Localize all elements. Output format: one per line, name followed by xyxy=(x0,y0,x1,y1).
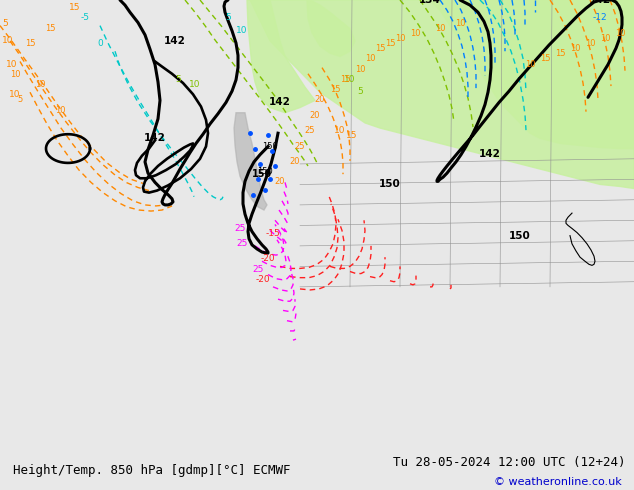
Text: 10: 10 xyxy=(190,80,201,89)
Text: © weatheronline.co.uk: © weatheronline.co.uk xyxy=(494,477,621,487)
Text: -20: -20 xyxy=(256,275,270,284)
Text: 150: 150 xyxy=(257,167,273,176)
Text: 10: 10 xyxy=(10,90,21,99)
Polygon shape xyxy=(234,113,267,210)
Text: 10: 10 xyxy=(334,126,346,135)
Text: 10: 10 xyxy=(600,34,611,43)
Polygon shape xyxy=(430,0,634,148)
Text: 134: 134 xyxy=(419,0,441,5)
Text: 25: 25 xyxy=(305,126,315,135)
Text: Tu 28-05-2024 12:00 UTC (12+24): Tu 28-05-2024 12:00 UTC (12+24) xyxy=(393,456,626,469)
Text: 10: 10 xyxy=(585,39,595,48)
Text: -12: -12 xyxy=(593,14,607,23)
Text: 25: 25 xyxy=(236,239,248,248)
Text: 5: 5 xyxy=(357,87,363,96)
Text: 142: 142 xyxy=(144,133,166,143)
Text: 15: 15 xyxy=(340,75,350,84)
Text: 10: 10 xyxy=(615,29,625,38)
Text: 10: 10 xyxy=(344,75,356,84)
Text: 5: 5 xyxy=(17,96,23,104)
Text: -5: -5 xyxy=(496,0,505,2)
Text: 10: 10 xyxy=(410,29,420,38)
Text: 10: 10 xyxy=(455,19,465,27)
Text: 10: 10 xyxy=(10,70,20,79)
Text: 15: 15 xyxy=(346,131,358,140)
Text: 15: 15 xyxy=(69,3,81,12)
Text: 142: 142 xyxy=(164,36,186,46)
Text: 150: 150 xyxy=(509,231,531,241)
Text: 10: 10 xyxy=(525,60,535,69)
Text: 15: 15 xyxy=(385,39,395,48)
Text: 15: 15 xyxy=(540,54,550,64)
Text: -5: -5 xyxy=(444,0,453,2)
Text: 10: 10 xyxy=(365,54,375,64)
Text: 20: 20 xyxy=(75,0,85,2)
Text: 10: 10 xyxy=(435,24,445,33)
Text: 10: 10 xyxy=(55,106,65,115)
Text: 25: 25 xyxy=(235,223,246,233)
Text: 5: 5 xyxy=(2,19,8,27)
Text: 10: 10 xyxy=(3,36,14,45)
Text: 150: 150 xyxy=(379,179,401,190)
Text: -20: -20 xyxy=(261,254,275,263)
Text: -5: -5 xyxy=(81,14,89,23)
Text: Height/Temp. 850 hPa [gdmp][°C] ECMWF: Height/Temp. 850 hPa [gdmp][°C] ECMWF xyxy=(13,464,290,477)
Text: 142: 142 xyxy=(589,0,611,5)
Text: 10: 10 xyxy=(355,65,365,74)
Text: 20: 20 xyxy=(310,111,320,120)
Polygon shape xyxy=(307,0,355,56)
Text: -10: -10 xyxy=(472,0,488,2)
Polygon shape xyxy=(247,0,315,113)
Text: 15: 15 xyxy=(330,85,340,94)
Text: 15: 15 xyxy=(25,39,36,48)
Text: 10: 10 xyxy=(570,44,580,53)
Text: 15: 15 xyxy=(555,49,566,58)
Text: 10: 10 xyxy=(395,34,405,43)
Text: 10: 10 xyxy=(236,26,248,35)
Text: 142: 142 xyxy=(479,148,501,159)
Text: 20: 20 xyxy=(290,157,301,166)
Text: 15: 15 xyxy=(55,0,66,2)
Text: 0: 0 xyxy=(462,0,468,2)
Text: 20: 20 xyxy=(275,177,285,186)
Text: 10: 10 xyxy=(35,80,45,89)
Text: 10: 10 xyxy=(6,60,18,69)
Text: 25: 25 xyxy=(252,265,264,273)
Text: 20: 20 xyxy=(60,0,70,2)
Text: 5: 5 xyxy=(175,75,181,84)
Text: 5: 5 xyxy=(225,14,231,23)
Text: -10: -10 xyxy=(425,0,439,2)
Text: 20: 20 xyxy=(314,96,325,104)
Text: 150: 150 xyxy=(262,142,278,150)
Text: 142: 142 xyxy=(269,98,291,107)
Text: 25: 25 xyxy=(295,142,305,150)
Text: -15: -15 xyxy=(266,229,280,238)
Text: 15: 15 xyxy=(375,44,385,53)
Text: 0: 0 xyxy=(97,39,103,48)
Text: 150: 150 xyxy=(252,169,272,179)
Polygon shape xyxy=(250,0,634,189)
Text: 15: 15 xyxy=(45,24,55,33)
